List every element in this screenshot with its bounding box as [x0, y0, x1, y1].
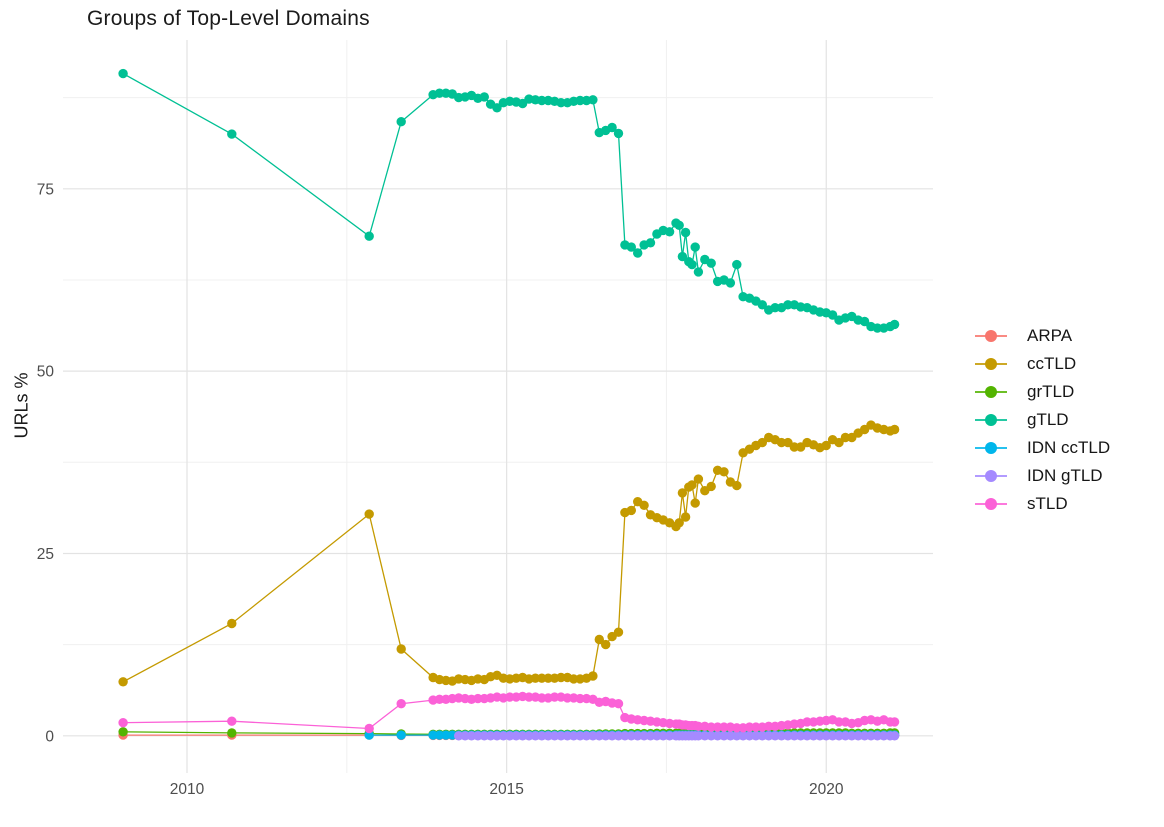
- y-tick-label: 50: [37, 364, 55, 381]
- lines-layer: [122, 73, 895, 737]
- series-points-sTLD: [118, 691, 900, 734]
- data-point: [588, 671, 598, 681]
- data-point: [364, 509, 374, 519]
- data-point: [227, 716, 237, 726]
- legend-label: IDN ccTLD: [1027, 438, 1111, 457]
- data-point: [706, 481, 716, 492]
- data-point: [364, 231, 374, 241]
- data-point: [889, 319, 900, 330]
- legend-item-IDN-ccTLD: IDN ccTLD: [975, 434, 1110, 462]
- data-point: [118, 68, 128, 79]
- data-point: [364, 723, 374, 734]
- data-point: [732, 480, 742, 491]
- data-point: [889, 731, 900, 741]
- legend-key-icon: [975, 442, 1007, 454]
- data-point: [674, 220, 684, 230]
- legend-item-sTLD: sTLD: [975, 490, 1110, 518]
- data-point: [693, 267, 704, 277]
- data-point: [607, 122, 617, 133]
- data-point: [601, 639, 611, 650]
- data-point: [479, 92, 489, 102]
- chart-title: Groups of Top-Level Domains: [87, 7, 370, 30]
- x-tick-label: 2020: [809, 781, 844, 798]
- data-point: [118, 727, 128, 737]
- series-points-gTLD: [118, 68, 900, 333]
- legend-item-gTLD: gTLD: [975, 406, 1110, 434]
- data-point: [633, 248, 643, 258]
- legend-item-ARPA: ARPA: [975, 322, 1110, 350]
- series-points-ccTLD: [118, 420, 900, 687]
- legend-key-icon: [975, 386, 1007, 398]
- data-point: [639, 500, 649, 510]
- legend-label: gTLD: [1027, 410, 1069, 429]
- legend-item-IDN-gTLD: IDN gTLD: [975, 462, 1110, 490]
- legend-key-icon: [975, 414, 1007, 426]
- data-point: [613, 627, 624, 637]
- data-point: [677, 488, 688, 498]
- data-point: [693, 474, 704, 484]
- data-point: [588, 95, 598, 105]
- legend-item-grTLD: grTLD: [975, 378, 1110, 406]
- data-point: [889, 717, 900, 727]
- data-point: [626, 242, 636, 252]
- data-point: [664, 227, 675, 237]
- x-tick-label: 2010: [170, 781, 205, 798]
- data-point: [834, 437, 844, 448]
- points-layer: [118, 68, 900, 741]
- y-tick-label: 25: [37, 546, 54, 563]
- data-point: [492, 103, 502, 113]
- data-point: [613, 699, 624, 709]
- data-point: [677, 251, 688, 262]
- y-tick-label: 75: [37, 181, 54, 198]
- data-point: [118, 677, 128, 687]
- data-point: [645, 238, 656, 248]
- data-point: [757, 437, 767, 448]
- data-point: [396, 730, 406, 740]
- data-point: [827, 310, 838, 320]
- series-points-IDN-gTLD: [454, 731, 900, 741]
- data-point: [396, 699, 406, 709]
- series-line-gTLD: [122, 73, 895, 329]
- data-point: [118, 718, 128, 728]
- data-point: [227, 618, 237, 629]
- data-point: [706, 258, 716, 268]
- data-point: [227, 728, 237, 738]
- data-point: [364, 730, 374, 740]
- legend-label: sTLD: [1027, 494, 1068, 513]
- data-point: [690, 498, 700, 508]
- data-point: [821, 440, 831, 451]
- data-point: [674, 518, 684, 528]
- legend-key-icon: [975, 358, 1007, 370]
- data-point: [732, 259, 742, 270]
- data-point: [626, 505, 636, 516]
- data-point: [680, 512, 691, 522]
- legend-label: grTLD: [1027, 382, 1075, 401]
- legend-key-icon: [975, 498, 1007, 510]
- data-point: [687, 259, 697, 270]
- legend-key-icon: [975, 330, 1007, 342]
- data-point: [757, 300, 767, 310]
- data-point: [725, 278, 736, 288]
- data-point: [889, 424, 900, 435]
- data-point: [396, 117, 406, 127]
- legend-label: IDN gTLD: [1027, 466, 1103, 485]
- data-point: [396, 644, 406, 654]
- data-point: [680, 227, 691, 238]
- legend-item-ccTLD: ccTLD: [975, 350, 1110, 378]
- data-point: [687, 480, 697, 490]
- y-tick-label: 0: [45, 728, 54, 745]
- legend-label: ccTLD: [1027, 354, 1077, 373]
- data-point: [613, 128, 624, 139]
- data-point: [594, 634, 604, 645]
- data-point: [690, 242, 700, 252]
- x-tick-label: 2015: [489, 781, 523, 798]
- data-point: [227, 129, 237, 139]
- legend-label: ARPA: [1027, 326, 1073, 345]
- data-point: [719, 467, 729, 477]
- legend: ARPA ccTLD grTLD gTLD IDN ccTLD IDN gTLD sTLD: [975, 322, 1110, 518]
- legend-key-icon: [975, 470, 1007, 482]
- data-point: [859, 316, 870, 327]
